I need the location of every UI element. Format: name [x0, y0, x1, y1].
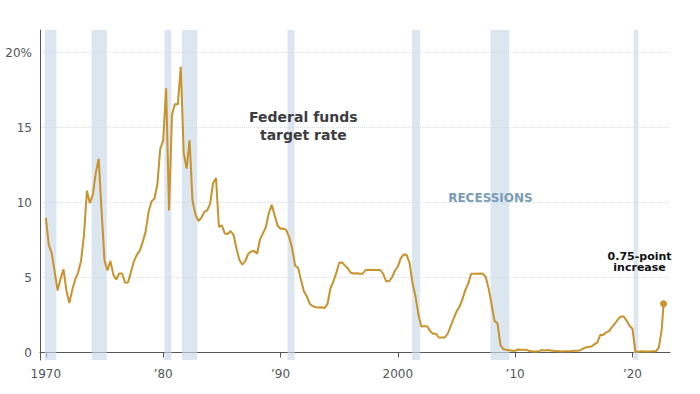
svg-text:’80: ’80 [154, 367, 173, 381]
svg-text:’90: ’90 [271, 367, 290, 381]
svg-text:increase: increase [613, 261, 665, 274]
svg-text:10: 10 [17, 196, 32, 210]
svg-text:target rate: target rate [260, 127, 347, 143]
svg-text:0.75-point: 0.75-point [607, 250, 672, 264]
svg-text:RECESSIONS: RECESSIONS [448, 191, 533, 205]
svg-text:5: 5 [24, 271, 32, 285]
svg-text:15: 15 [17, 121, 32, 135]
svg-text:’10: ’10 [506, 367, 525, 381]
svg-text:2000: 2000 [383, 367, 414, 381]
svg-text:’20: ’20 [623, 367, 642, 381]
svg-text:0: 0 [24, 346, 32, 360]
svg-text:Federal funds: Federal funds [249, 109, 357, 125]
svg-text:20%: 20% [5, 46, 32, 60]
svg-text:1970: 1970 [31, 367, 62, 381]
